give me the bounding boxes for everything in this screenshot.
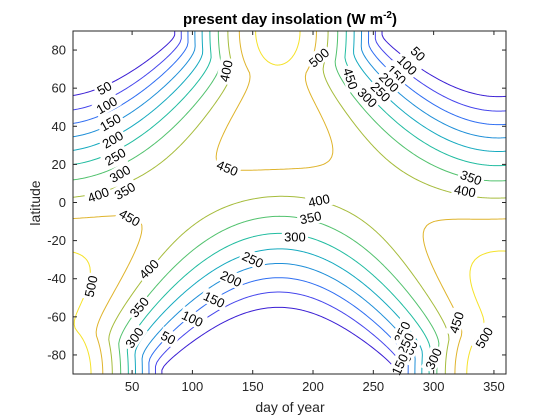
x-axis-label: day of year (255, 399, 325, 415)
contour-label-background (177, 305, 208, 331)
contour-label-background (303, 43, 334, 72)
contour-label-background (156, 326, 181, 349)
y-tick-label: 60 (52, 81, 66, 96)
contour-label-background (134, 254, 164, 284)
y-tick-label: -60 (47, 309, 66, 324)
x-tick-label: 350 (483, 379, 505, 394)
contour-label: 50 (94, 78, 114, 98)
contour-label-background (216, 265, 247, 291)
contour-label: 400 (86, 184, 112, 206)
x-tick-label: 250 (362, 379, 384, 394)
contour-label-background (456, 165, 487, 189)
contour-label: 350 (298, 208, 322, 227)
contour-label-background (215, 56, 236, 86)
contour-label: 50 (158, 328, 178, 348)
contour-label: 450 (446, 310, 467, 335)
plot-axes: 50 100 150 200 250 300 350806040200-20-40-60-8… (47, 30, 507, 394)
contour-label-background (406, 41, 431, 66)
y-tick-label: -40 (47, 271, 66, 286)
contour-label-background (114, 204, 146, 231)
x-tick-label: 300 (423, 379, 445, 394)
contour-label-background (444, 307, 468, 338)
contour-line-300 (72, 30, 507, 375)
y-tick-label: -20 (47, 233, 66, 248)
contour-label-background (104, 160, 135, 187)
contour-label-background (281, 228, 309, 244)
contour-label-background (212, 155, 243, 180)
contour-label-background (97, 126, 128, 153)
contour-label-background (80, 271, 101, 301)
contour-label-background (339, 63, 363, 94)
y-tick-label: -80 (47, 347, 66, 362)
y-tick-label: 20 (52, 157, 66, 172)
contour-label-background (92, 76, 116, 99)
contour-label-background (296, 207, 325, 228)
contour-label-background (199, 286, 230, 312)
contour-label-background (99, 143, 131, 170)
contour-label-background (304, 190, 334, 211)
y-tick-label: 40 (52, 119, 66, 134)
contour-label-background (450, 180, 480, 201)
contour-label-background (120, 322, 148, 353)
contour-label-background (109, 177, 140, 204)
x-tick-label: 150 (242, 379, 264, 394)
contour-label-background (83, 182, 114, 206)
contour-label: 400 (217, 59, 236, 83)
contour-label-background (470, 322, 497, 353)
x-tick-label: 100 (182, 379, 204, 394)
contour-label-background (374, 67, 404, 97)
contour-label-background (389, 316, 415, 347)
contour-label: 400 (307, 191, 331, 210)
contour-label: 450 (340, 66, 361, 91)
contour-label: 500 (81, 274, 100, 298)
x-tick-label: 200 (302, 379, 324, 394)
contour-label: 300 (284, 229, 306, 244)
contour-label-background (366, 77, 396, 107)
contour-label-background (420, 343, 446, 374)
contour-label-background (95, 108, 126, 136)
chart-title: present day insolation (W m-2) (183, 10, 397, 28)
contour-label-background (237, 246, 268, 272)
y-tick-label: 0 (59, 195, 66, 210)
contour-label-background (353, 82, 383, 112)
x-tick-label: 50 (125, 379, 139, 394)
contour-label-background (124, 292, 154, 322)
y-tick-label: 80 (52, 43, 66, 58)
contour-label-background (387, 349, 412, 380)
contour-label-background (382, 59, 412, 90)
contour-label-background (91, 91, 122, 118)
contour-label-background (392, 50, 423, 80)
y-axis-label: latitude (27, 180, 43, 225)
contour-label: 400 (453, 182, 477, 201)
